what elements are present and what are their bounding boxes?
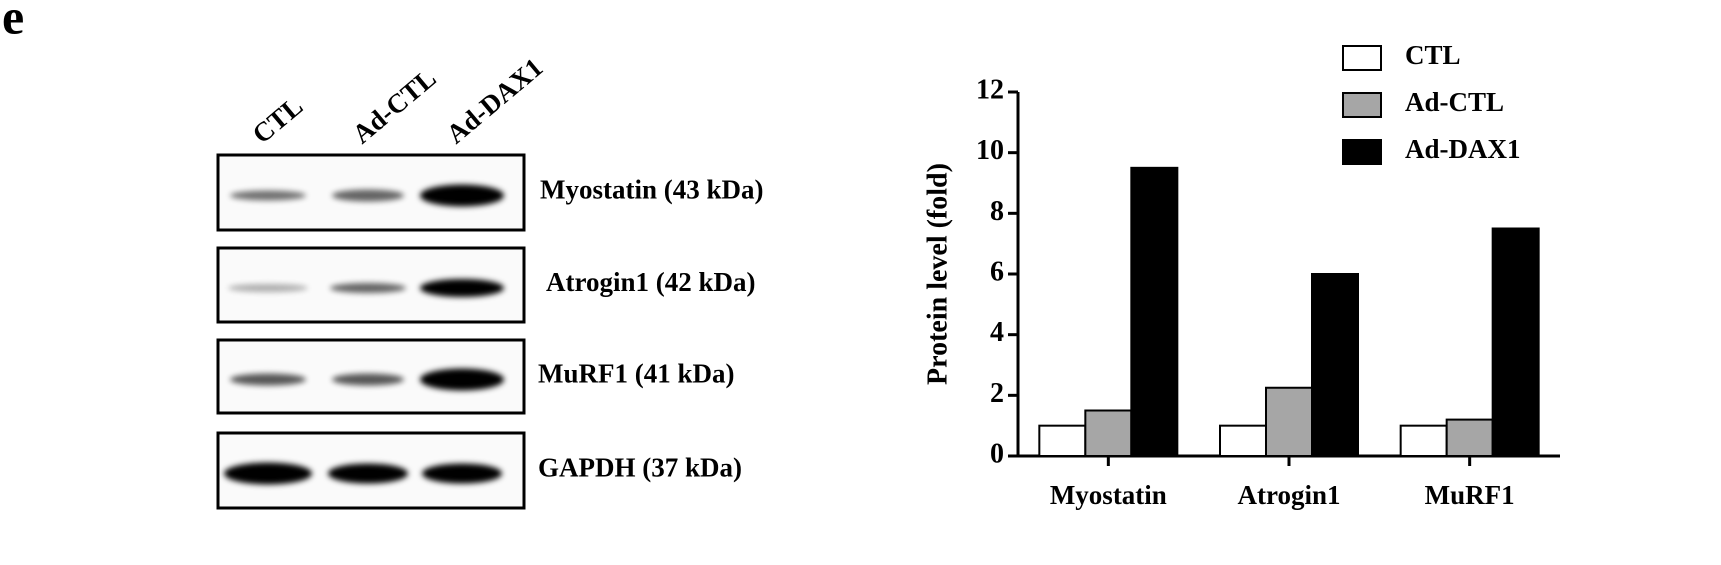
band <box>330 283 406 293</box>
band <box>224 462 312 485</box>
y-tick-label: 2 <box>990 378 1004 409</box>
y-tick-label: 6 <box>990 256 1004 287</box>
legend-swatch <box>1342 92 1382 118</box>
band <box>230 190 306 201</box>
lane-label: Ad-DAX1 <box>441 52 549 149</box>
band <box>230 373 306 386</box>
bar <box>1130 166 1179 457</box>
row-label: Myostatin (43 kDa) <box>540 175 764 205</box>
bar <box>1265 386 1313 457</box>
y-tick-label: 12 <box>976 74 1004 105</box>
x-tick-label: Atrogin1 <box>1237 480 1340 510</box>
band <box>332 373 404 386</box>
y-axis-label: Protein level (fold) <box>922 163 953 385</box>
y-tick-label: 4 <box>990 317 1004 348</box>
x-tick-label: MuRF1 <box>1425 480 1515 510</box>
row-label: MuRF1 (41 kDa) <box>538 359 735 389</box>
legend-label: Ad-CTL <box>1405 87 1504 117</box>
bar <box>1219 424 1267 457</box>
legend-swatch <box>1342 139 1382 165</box>
bar <box>1084 409 1133 457</box>
bar <box>1038 424 1087 457</box>
y-tick-label: 8 <box>990 196 1004 227</box>
bar <box>1491 227 1540 457</box>
bar <box>1311 273 1359 457</box>
band <box>422 463 502 484</box>
band <box>420 184 504 207</box>
band <box>328 463 408 484</box>
band <box>420 368 504 391</box>
band <box>420 279 504 297</box>
row-label: Atrogin1 (42 kDa) <box>546 267 756 297</box>
panel-label: e <box>2 0 24 44</box>
band <box>332 189 404 202</box>
legend-label: Ad-DAX1 <box>1405 134 1521 164</box>
band <box>228 284 308 292</box>
row-label: GAPDH (37 kDa) <box>538 453 742 483</box>
x-tick-label: Myostatin <box>1050 480 1167 510</box>
y-tick-label: 10 <box>976 135 1004 166</box>
lane-label: CTL <box>247 91 309 150</box>
bar <box>1445 418 1494 458</box>
lane-label: Ad-CTL <box>347 63 442 150</box>
legend-label: CTL <box>1405 40 1461 70</box>
y-tick-label: 0 <box>990 438 1004 469</box>
legend-swatch <box>1342 45 1382 71</box>
bar <box>1399 424 1448 457</box>
